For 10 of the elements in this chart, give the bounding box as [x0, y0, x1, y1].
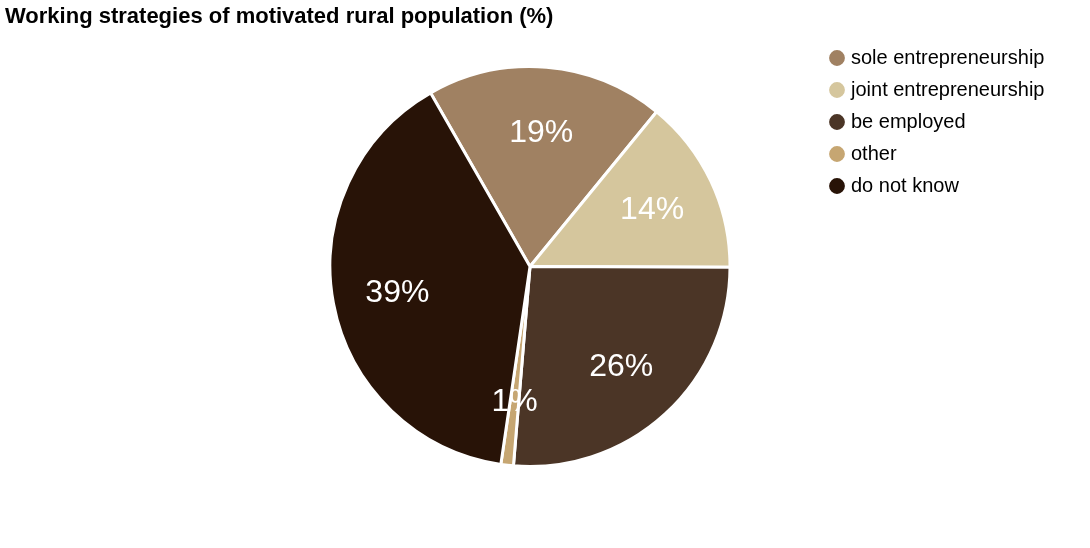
legend-label: sole entrepreneurship: [851, 46, 1045, 68]
data-label: 19%: [509, 112, 574, 149]
data-label: 39%: [365, 272, 430, 309]
legend-label: other: [851, 142, 897, 164]
data-label: 26%: [589, 347, 654, 383]
legend-label: do not know: [851, 174, 960, 196]
legend-label: joint entrepreneurship: [850, 78, 1045, 100]
legend-label: be employed: [851, 110, 966, 132]
chart-title: Working strategies of motivated rural population (%): [5, 3, 554, 28]
data-label: 14%: [620, 189, 685, 226]
